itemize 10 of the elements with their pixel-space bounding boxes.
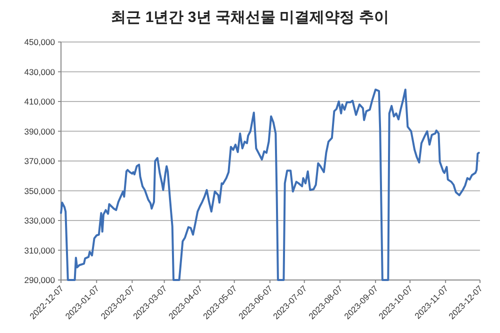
y-tick-label: 390,000 (24, 126, 56, 136)
y-tick-label: 410,000 (24, 96, 56, 106)
y-tick-label: 450,000 (24, 37, 56, 47)
y-tick-label: 370,000 (24, 156, 56, 166)
y-tick-label: 310,000 (24, 245, 56, 256)
y-tick-label: 330,000 (24, 216, 56, 226)
chart-title: 최근 1년간 3년 국채선물 미결제약정 추이 (111, 9, 389, 26)
y-tick-label: 290,000 (24, 275, 56, 285)
y-tick-label: 350,000 (24, 186, 56, 196)
y-tick-label: 430,000 (24, 66, 56, 77)
